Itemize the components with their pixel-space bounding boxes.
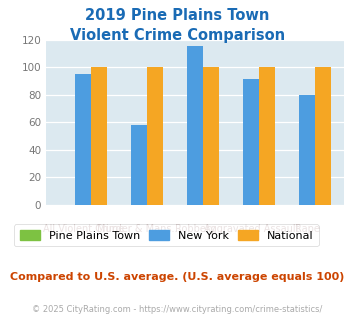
Bar [131,125,147,205]
Text: All Violent Crime: All Violent Crime [43,224,124,234]
Text: Violent Crime Comparison: Violent Crime Comparison [70,28,285,43]
Bar [147,67,163,205]
Bar [299,95,315,205]
Bar [315,67,331,205]
Text: Compared to U.S. average. (U.S. average equals 100): Compared to U.S. average. (U.S. average … [10,272,345,282]
Bar [259,67,275,205]
Bar [244,80,259,205]
Bar [75,74,91,205]
Legend: Pine Plains Town, New York, National: Pine Plains Town, New York, National [14,224,319,246]
Text: Rape: Rape [295,224,320,234]
Text: © 2025 CityRating.com - https://www.cityrating.com/crime-statistics/: © 2025 CityRating.com - https://www.city… [32,305,323,314]
Text: 2019 Pine Plains Town: 2019 Pine Plains Town [85,8,270,23]
Bar [203,67,219,205]
Bar [187,47,203,205]
Text: Aggravated Assault: Aggravated Assault [203,224,299,234]
Text: Murder & Mans...: Murder & Mans... [98,224,181,234]
Bar [91,67,107,205]
Text: Robbery: Robbery [175,224,215,234]
